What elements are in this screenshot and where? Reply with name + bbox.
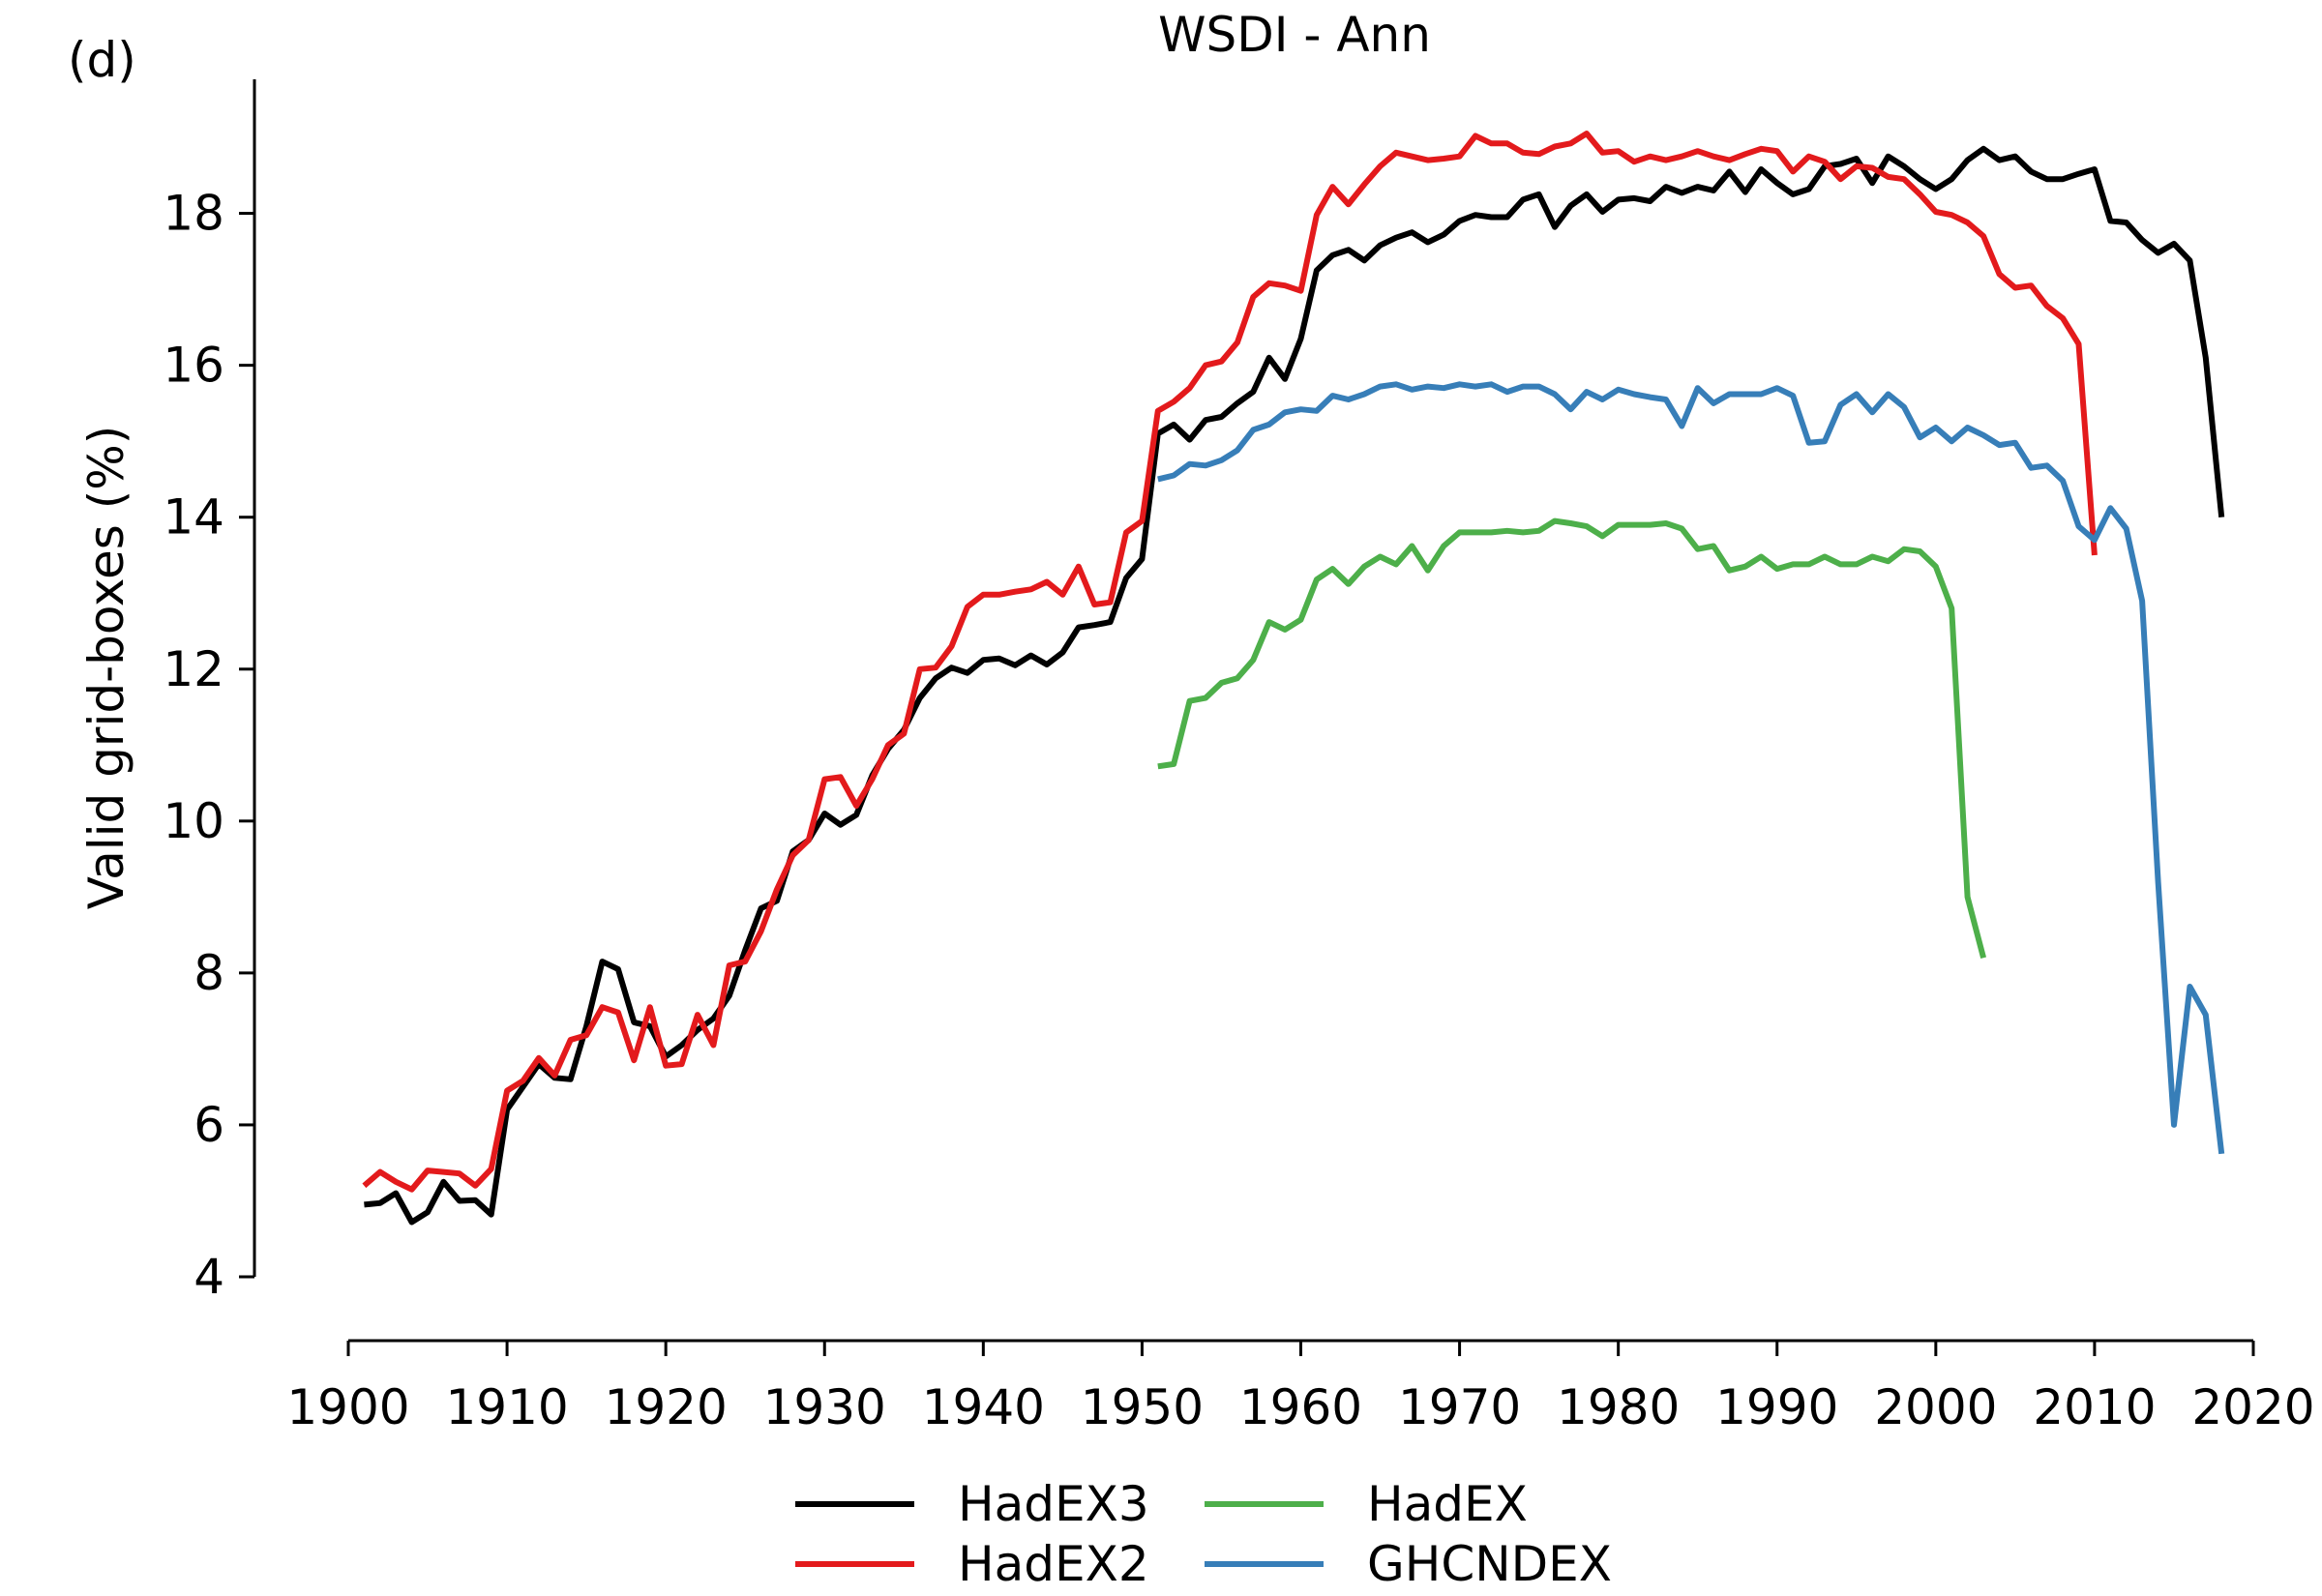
legend-label-hadex2: HadEX2 bbox=[958, 1536, 1149, 1592]
x-tick-label: 2010 bbox=[2033, 1379, 2156, 1435]
x-tick-label: 1920 bbox=[605, 1379, 728, 1435]
x-tick-label: 1980 bbox=[1557, 1379, 1680, 1435]
legend-item-hadex: HadEX bbox=[1205, 1476, 1528, 1532]
x-tick-label: 1950 bbox=[1081, 1379, 1204, 1435]
x-tick-label: 1960 bbox=[1239, 1379, 1362, 1435]
y-tick-label: 12 bbox=[163, 641, 224, 697]
legend-label-hadex: HadEX bbox=[1367, 1476, 1528, 1532]
x-tick-label: 1910 bbox=[445, 1379, 568, 1435]
series-layer bbox=[362, 131, 2225, 1226]
series-line-hadex bbox=[1157, 517, 1987, 959]
x-tick-label: 2000 bbox=[1874, 1379, 1997, 1435]
series-line-hadex3 bbox=[364, 145, 2225, 1226]
legend-item-hadex3: HadEX3 bbox=[795, 1476, 1149, 1532]
y-tick-label: 16 bbox=[163, 338, 224, 394]
legend-label-ghcndex: GHCNDEX bbox=[1367, 1536, 1612, 1592]
x-tick-label: 1930 bbox=[763, 1379, 886, 1435]
x-tick-label: 1900 bbox=[286, 1379, 409, 1435]
y-tick-label: 4 bbox=[194, 1249, 224, 1305]
y-tick-label: 6 bbox=[194, 1097, 224, 1153]
y-axis-label: Valid grid-boxes (%) bbox=[78, 426, 134, 909]
series-line-hadex2 bbox=[362, 131, 2098, 1193]
legend-label-hadex3: HadEX3 bbox=[958, 1476, 1149, 1532]
legend-item-ghcndex: GHCNDEX bbox=[1205, 1536, 1612, 1592]
panel-label: (d) bbox=[68, 32, 136, 88]
x-tick-label: 1990 bbox=[1715, 1379, 1838, 1435]
series-line-ghcndex bbox=[1157, 381, 2225, 1155]
chart-title: WSDI - Ann bbox=[1158, 7, 1431, 63]
legend: HadEX3 HadEX2 HadEX GHCNDEX bbox=[795, 1476, 1612, 1592]
x-tick-label: 1970 bbox=[1398, 1379, 1521, 1435]
x-axis: 1900 1910 1920 1930 1940 1950 1960 1970 1980 1990… bbox=[286, 1339, 2315, 1435]
y-tick-label: 10 bbox=[163, 793, 224, 849]
y-tick-label: 18 bbox=[163, 186, 224, 242]
y-axis: 4 6 8 10 12 14 16 18 bbox=[163, 79, 256, 1305]
y-tick-label: 14 bbox=[163, 489, 224, 546]
y-tick-label: 8 bbox=[194, 945, 224, 1001]
x-tick-label: 1940 bbox=[922, 1379, 1045, 1435]
legend-item-hadex2: HadEX2 bbox=[795, 1536, 1149, 1592]
x-tick-label: 2020 bbox=[2191, 1379, 2314, 1435]
